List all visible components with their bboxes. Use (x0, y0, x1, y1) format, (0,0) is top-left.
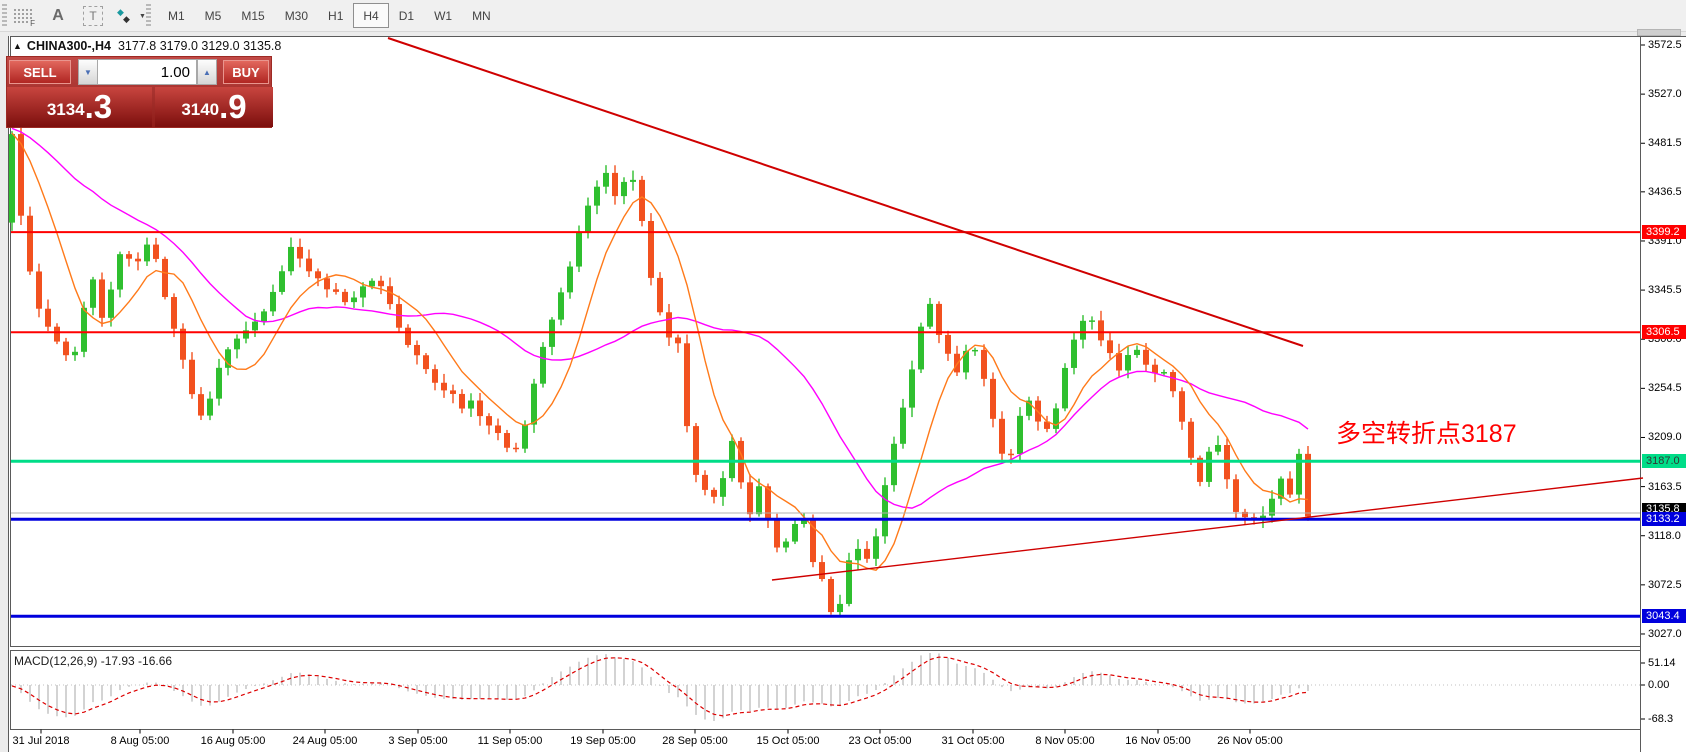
ma-fast-line (11, 132, 1309, 571)
volume-increase-button[interactable]: ▲ (197, 59, 217, 85)
macd-histogram (11, 653, 1309, 721)
price-axis-tick: 3345.5 (1648, 284, 1682, 297)
toolbar: F A T ◆ ◆ ▼ M1 M5 M15 M30 H1 H4 D1 W1 MN (0, 0, 1686, 32)
date-axis-label: 26 Nov 05:00 (1217, 735, 1283, 747)
price-levels-icon[interactable]: F (10, 3, 36, 29)
sell-button[interactable]: SELL (9, 60, 71, 84)
grid-dots-icon: F (13, 8, 35, 28)
date-axis-label: 11 Sep 05:00 (477, 735, 543, 747)
ohlc-readout: 3177.8 3179.0 3129.0 3135.8 (117, 39, 282, 53)
price-axis-tick: 3436.5 (1648, 185, 1682, 198)
toolbar-separator (146, 4, 151, 28)
symbol-arrow-icon: ▲ (13, 41, 22, 51)
macd-axis-tick: 0.00 (1648, 679, 1670, 691)
tab-timeframe-H4[interactable]: H4 (353, 3, 389, 28)
buy-price-int: 3140 (181, 100, 220, 119)
date-axis-label: 3 Sep 05:00 (388, 735, 448, 747)
macd-axis-tick: -68.3 (1648, 713, 1674, 725)
macd-axis-tick: 51.14 (1648, 657, 1676, 669)
buy-price-dec: .9 (219, 88, 247, 125)
tab-timeframe-M1[interactable]: M1 (168, 8, 185, 23)
date-axis-label: 23 Oct 05:00 (848, 735, 912, 747)
price-axis-tick: 3118.0 (1648, 529, 1681, 542)
one-click-trade-panel: SELL ▼ ▲ BUY 3134.3 3140.9 (6, 56, 273, 128)
date-axis-label: 8 Nov 05:00 (1035, 735, 1095, 747)
ma-slow-line (11, 127, 1309, 509)
chart-text-annotation: 多空转折点3187 (1336, 420, 1517, 448)
letter-a-icon: A (52, 7, 64, 24)
date-axis-label: 24 Aug 05:00 (292, 735, 358, 747)
price-axis-tick: 3254.5 (1648, 382, 1682, 395)
tab-timeframe-M5[interactable]: M5 (204, 8, 222, 23)
chart-title: ▲ CHINA300-,H4 3177.8 3179.0 3129.0 3135.8 (13, 39, 281, 53)
volume-decrease-button[interactable]: ▼ (78, 59, 98, 85)
tab-timeframe-W1[interactable]: W1 (434, 8, 453, 23)
trendline-2 (771, 477, 1644, 581)
letter-t-icon: T (83, 6, 103, 26)
date-axis-label: 19 Sep 05:00 (570, 735, 636, 747)
dropdown-caret-icon: ▼ (139, 12, 146, 20)
price-axis-tick: 3481.5 (1648, 137, 1682, 150)
date-axis-label: 8 Aug 05:00 (110, 735, 170, 747)
macd-indicator-label: MACD(12,26,9) -17.93 -16.66 (14, 654, 173, 668)
date-axis-label: 16 Nov 05:00 (1125, 735, 1191, 747)
tab-timeframe-M30[interactable]: M30 (284, 8, 309, 23)
level-price-label: 3043.4 (1642, 609, 1686, 624)
toolbar-icons: F A T ◆ ◆ ▼ (10, 0, 146, 32)
date-axis-label: 15 Oct 05:00 (756, 735, 820, 747)
sell-price-int: 3134 (46, 100, 85, 119)
tab-timeframe-H1[interactable]: H1 (328, 8, 344, 23)
buy-price[interactable]: 3140.9 (155, 87, 273, 127)
tab-timeframe-M15[interactable]: M15 (241, 8, 265, 23)
date-axis-label: 16 Aug 05:00 (200, 735, 266, 747)
text-label-icon[interactable]: A (45, 3, 71, 29)
text-box-icon[interactable]: T (80, 3, 106, 29)
sell-price[interactable]: 3134.3 (7, 87, 152, 127)
level-price-label: 3187.0 (1642, 454, 1686, 469)
price-axis-tick: 3072.5 (1648, 578, 1682, 591)
price-axis-tick: 3163.5 (1648, 480, 1682, 493)
symbol-name: CHINA300-,H4 (26, 39, 111, 53)
level-price-label: 3133.2 (1642, 512, 1686, 527)
tab-timeframe-D1[interactable]: D1 (398, 8, 415, 23)
trendline-1 (387, 37, 1304, 347)
price-axis-tick: 3027.0 (1648, 627, 1682, 640)
level-price-label: 3306.5 (1642, 325, 1686, 340)
tab-timeframe-MN[interactable]: MN (472, 8, 491, 23)
date-axis-label: 28 Sep 05:00 (662, 735, 728, 747)
scrollbar-thumb[interactable] (1637, 29, 1681, 36)
macd-signal-line (11, 656, 1309, 717)
buy-button[interactable]: BUY (223, 60, 269, 84)
volume-input[interactable] (97, 59, 197, 85)
diamonds-icon: ◆ ◆ (117, 7, 130, 24)
toolbar-drag-handle[interactable] (2, 4, 7, 28)
price-axis-tick: 3209.0 (1648, 431, 1682, 444)
arrange-objects-icon[interactable]: ◆ ◆ ▼ (115, 3, 146, 29)
date-axis-label: 31 Jul 2018 (12, 735, 70, 747)
sell-price-dec: .3 (84, 88, 113, 125)
date-axis-label: 31 Oct 05:00 (941, 735, 1005, 747)
price-axis-tick: 3527.0 (1648, 88, 1682, 101)
price-axis-tick: 3572.5 (1648, 39, 1682, 51)
level-price-label: 3399.2 (1642, 225, 1686, 240)
timeframe-buttons: M1 M5 M15 M30 H1 H4 D1 W1 MN (158, 3, 501, 29)
